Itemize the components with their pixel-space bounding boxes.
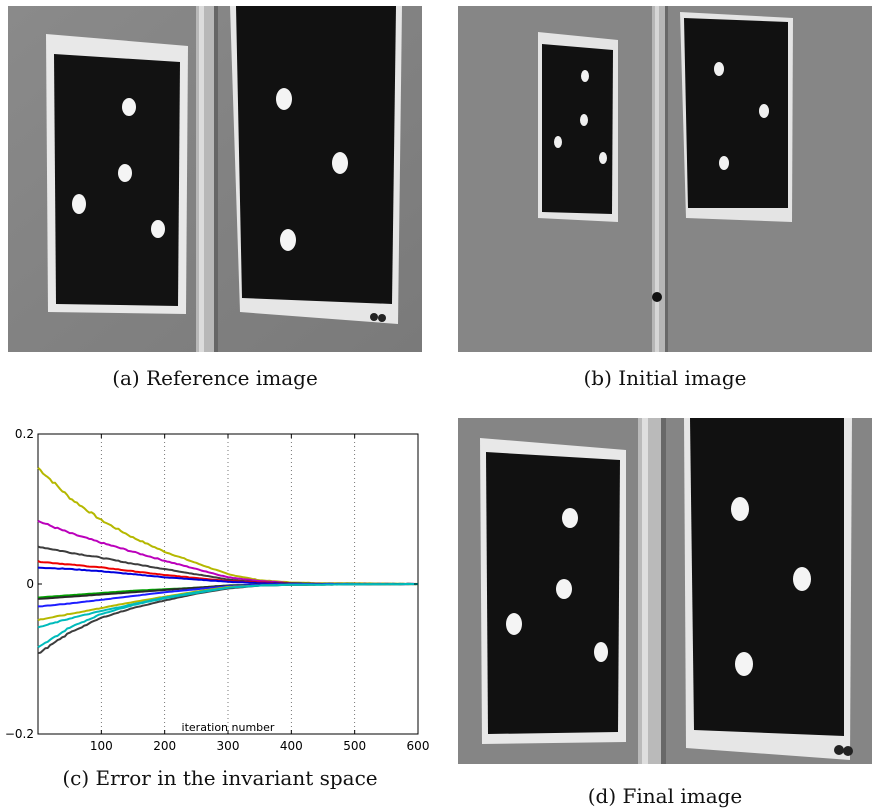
initial-photo-svg: [458, 6, 872, 352]
caption-d: (d) Final image: [587, 784, 743, 808]
reference-photo-svg: [8, 6, 422, 352]
x-tick-label: 500: [343, 739, 366, 753]
final-photo-svg: [458, 418, 872, 764]
target-dot: [506, 613, 522, 635]
panel-d: (d) Final image: [458, 418, 872, 808]
y-tick-label: 0: [26, 577, 34, 591]
target-dot: [599, 152, 607, 164]
target-dot: [554, 136, 562, 148]
initial-image: [458, 6, 872, 352]
panel-b: (b) Initial image: [458, 6, 872, 396]
caption-b: (b) Initial image: [583, 366, 747, 390]
y-tick-label: −0.2: [5, 727, 34, 741]
caption-c: (c) Error in the invariant space: [62, 766, 378, 790]
target-dot: [793, 567, 811, 591]
target-dot: [580, 114, 588, 126]
error-series-line: [37, 583, 418, 649]
target-dot: [72, 194, 86, 214]
target-dot: [332, 152, 348, 174]
target-dot: [151, 220, 165, 238]
x-tick-label: 600: [407, 739, 430, 753]
x-axis-label: iteration number: [182, 721, 275, 734]
target-dot: [280, 229, 296, 251]
x-tick-label: 400: [280, 739, 303, 753]
final-image: [458, 418, 872, 764]
reference-image: [8, 6, 422, 352]
target-dot: [556, 579, 572, 599]
target-dot: [122, 98, 136, 116]
target-dot: [276, 88, 292, 110]
y-tick-label: 0.2: [15, 427, 34, 441]
error-chart: 100 200 300 400 500 600 −0.2 0 0.2 iteration num…: [5, 427, 430, 753]
target-dot: [731, 497, 749, 521]
x-tick-label: 300: [217, 739, 240, 753]
target-dot: [594, 642, 608, 662]
panel-c: 100 200 300 400 500 600 −0.2 0 0.2 iteration num…: [0, 424, 440, 808]
target-dot: [581, 70, 589, 82]
target-dot: [562, 508, 578, 528]
target-dot: [118, 164, 132, 182]
x-tick-label: 100: [90, 739, 113, 753]
target-dot: [719, 156, 729, 170]
target-dot: [735, 652, 753, 676]
panel-a: (a) Reference image: [8, 6, 422, 396]
x-tick-label: 200: [153, 739, 176, 753]
caption-a: (a) Reference image: [112, 366, 318, 390]
target-dot: [759, 104, 769, 118]
target-dot: [714, 62, 724, 76]
